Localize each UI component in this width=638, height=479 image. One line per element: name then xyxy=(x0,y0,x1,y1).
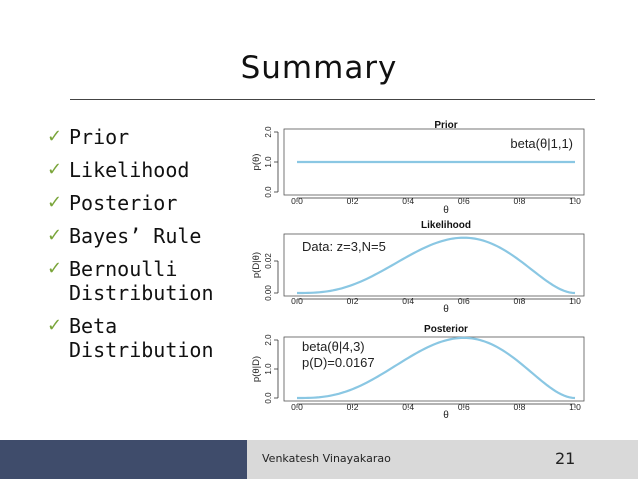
check-icon: ✓ xyxy=(47,159,63,180)
x-axis-label: θ xyxy=(443,410,449,421)
x-tick-label: 0.0 xyxy=(291,196,303,206)
y-axis-label: p(θ) xyxy=(251,154,262,171)
x-tick-label: 0.6 xyxy=(458,402,470,412)
bullet-item: ✓ Beta Distribution xyxy=(47,314,247,362)
series-line xyxy=(297,236,576,295)
x-tick-label: 0.2 xyxy=(347,196,359,206)
footer-author: Venkatesh Vinayakarao xyxy=(262,452,391,465)
y-tick-label: 1.0 xyxy=(264,363,273,375)
y-tick-label: 0.00 xyxy=(264,285,273,301)
chart-annotation: p(D)=0.0167 xyxy=(302,355,375,370)
check-icon: ✓ xyxy=(47,192,63,213)
bullet-label: Prior xyxy=(69,125,130,149)
bullet-label: Bayes’ Rule xyxy=(69,224,202,248)
plot-frame xyxy=(283,233,585,297)
bullet-item: ✓ Posterior xyxy=(47,191,247,215)
bullet-label: Bernoulli Distribution xyxy=(69,257,214,305)
y-axis-label: p(D|θ) xyxy=(251,252,262,278)
x-tick-label: 0.2 xyxy=(347,296,359,306)
y-tick-label: 2.0 xyxy=(264,126,273,138)
y-tick-label: 0.02 xyxy=(264,253,273,269)
chart-annotation: Data: z=3,N=5 xyxy=(302,239,386,254)
bullet-item: ✓ Bayes’ Rule xyxy=(47,224,247,248)
slide-title: Summary xyxy=(240,50,398,86)
x-tick-label: 0.8 xyxy=(513,196,525,206)
bullet-item: ✓ Bernoulli Distribution xyxy=(47,257,247,305)
bullet-item: ✓ Likelihood xyxy=(47,158,247,182)
y-tick-label: 0.0 xyxy=(264,186,273,198)
chart-panel: Likelihood 0.0 0.2 0.4 0.6 0.8 1.0 θ 0.00 0.02p(D… xyxy=(251,220,585,315)
bullet-label: Likelihood xyxy=(69,158,190,182)
bullet-label: Posterior xyxy=(69,191,178,215)
x-tick-label: 0.2 xyxy=(347,402,359,412)
x-axis-label: θ xyxy=(443,205,449,216)
chart-title: Likelihood xyxy=(421,220,471,231)
chart-title: Posterior xyxy=(424,324,468,335)
x-tick-label: 1.0 xyxy=(569,296,581,306)
y-tick-label: 0.0 xyxy=(264,392,273,404)
series-line xyxy=(297,336,576,400)
x-tick-label: 0.0 xyxy=(291,296,303,306)
x-tick-label: 0.6 xyxy=(458,196,470,206)
bullet-list: ✓ Prior ✓ Likelihood ✓ Posterior ✓ Bayes’ Ru… xyxy=(47,125,247,371)
x-tick-label: 0.8 xyxy=(513,296,525,306)
plot-frame xyxy=(283,128,585,196)
y-tick-label: 2.0 xyxy=(264,334,273,346)
chart-panel: Posterior 0.0 0.2 0.4 0.6 0.8 1.0 θ 0.0 1.0 2.0 p(θ… xyxy=(251,324,585,421)
bullet-label: Beta Distribution xyxy=(69,314,214,362)
x-tick-label: 0.4 xyxy=(402,402,414,412)
x-tick-label: 0.6 xyxy=(458,296,470,306)
page-number: 21 xyxy=(555,449,576,468)
check-icon: ✓ xyxy=(47,225,63,246)
x-tick-label: 0.0 xyxy=(291,402,303,412)
footer-accent xyxy=(0,440,247,479)
x-tick-label: 1.0 xyxy=(569,196,581,206)
chart-title: Prior xyxy=(434,120,457,131)
plot-frame xyxy=(283,336,585,402)
chart-annotation: beta(θ|4,3) xyxy=(302,339,365,354)
check-icon: ✓ xyxy=(47,126,63,147)
chart-panel: Prior 0.0 0.2 0.4 0.6 0.8 1.0 θ 0.0 1.0 2.0 p(θ) bet… xyxy=(251,120,585,216)
x-tick-label: 0.8 xyxy=(513,402,525,412)
x-tick-label: 0.4 xyxy=(402,296,414,306)
x-tick-label: 1.0 xyxy=(569,402,581,412)
check-icon: ✓ xyxy=(47,315,63,336)
y-tick-label: 1.0 xyxy=(264,156,273,168)
check-icon: ✓ xyxy=(47,258,63,279)
chart-annotation: beta(θ|1,1) xyxy=(510,136,573,151)
x-tick-label: 0.4 xyxy=(402,196,414,206)
bullet-item: ✓ Prior xyxy=(47,125,247,149)
title-divider xyxy=(70,99,595,100)
x-axis-label: θ xyxy=(443,304,449,315)
y-axis-label: p(θ|D) xyxy=(251,356,262,382)
